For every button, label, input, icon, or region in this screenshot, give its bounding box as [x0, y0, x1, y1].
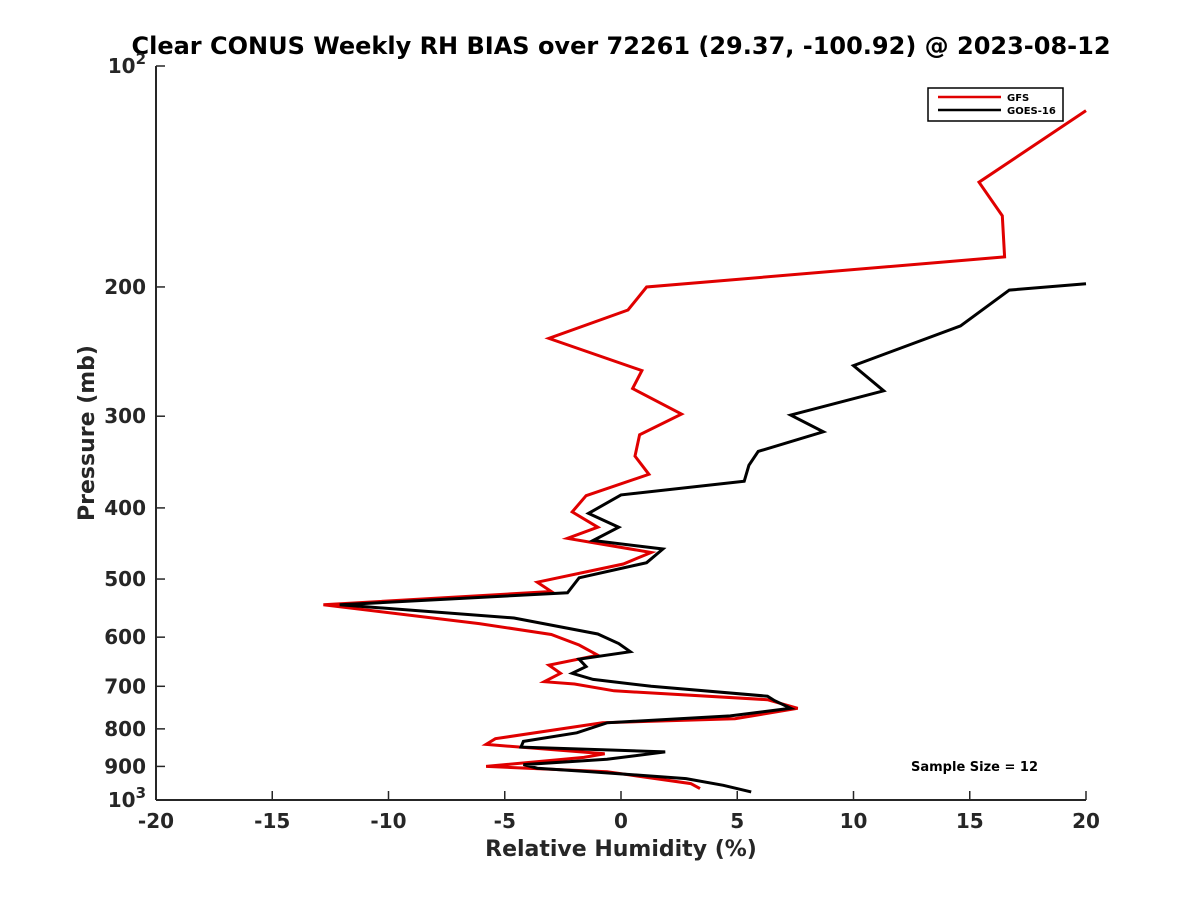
y-axis-label: Pressure (mb): [75, 345, 100, 521]
x-tick-label: 10: [840, 809, 868, 833]
y-tick-label: 300: [104, 404, 146, 428]
x-tick-label: -15: [254, 809, 290, 833]
x-tick-label: -5: [494, 809, 516, 833]
y-tick-label: 103: [108, 784, 146, 812]
legend: GFS GOES-16: [927, 87, 1064, 122]
legend-label-gfs: GFS: [1007, 93, 1029, 104]
x-tick-label: -10: [370, 809, 406, 833]
x-tick-label: 0: [614, 809, 628, 833]
series-line-gfs: [323, 109, 1087, 790]
y-tick-label: 700: [104, 674, 146, 698]
y-tick-label: 500: [104, 567, 146, 591]
chart-title: Clear CONUS Weekly RH BIAS over 72261 (2…: [131, 32, 1110, 60]
y-tick-label: 800: [104, 717, 146, 741]
axes: -20 -15 -10 -5 0 5 10 15 20 102 200 300 400 500 600 700…: [104, 50, 1100, 833]
x-tick-label: 20: [1072, 809, 1100, 833]
sample-size-annotation: Sample Size = 12: [911, 760, 1038, 775]
y-tick-label: 400: [104, 496, 146, 520]
series-layer: [323, 109, 1087, 794]
x-tick-label: -20: [138, 809, 174, 833]
series-line-goes16: [339, 282, 1087, 794]
y-tick-label: 900: [104, 754, 146, 778]
y-tick-label: 102: [108, 50, 146, 78]
legend-label-goes16: GOES-16: [1007, 106, 1056, 117]
x-tick-label: 15: [956, 809, 984, 833]
x-tick-label: 5: [730, 809, 744, 833]
y-tick-label: 200: [104, 275, 146, 299]
legend-box: [927, 87, 1064, 122]
x-axis-label: Relative Humidity (%): [485, 837, 757, 862]
y-tick-label: 600: [104, 625, 146, 649]
